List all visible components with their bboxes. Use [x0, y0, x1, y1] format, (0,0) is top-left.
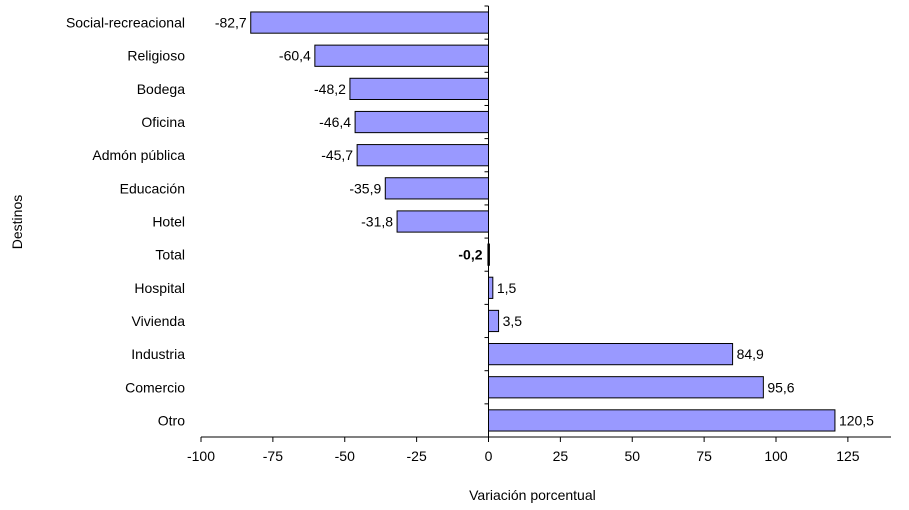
category-label: Industria [131, 346, 185, 362]
x-tick-label: -100 [187, 448, 215, 464]
data-label: -0,2 [458, 247, 482, 263]
data-label: -35,9 [349, 180, 381, 196]
data-label: -60,4 [279, 48, 311, 64]
y-axis-title: Destinos [9, 195, 25, 249]
bar [488, 309, 500, 333]
category-label: Educación [120, 180, 185, 196]
x-axis-title: Variación porcentual [469, 487, 596, 503]
x-tick-label: -50 [335, 448, 355, 464]
category-label: Social-recreacional [66, 15, 185, 31]
category-label: Comercio [125, 379, 185, 395]
x-ticks: -100 -75 -50 -25 0 25 50 75 100 125 [187, 5, 860, 464]
data-label: 95,6 [767, 379, 794, 395]
bar [488, 276, 494, 299]
x-tick-label: -75 [263, 448, 283, 464]
data-label: 120,5 [839, 412, 874, 428]
bar [354, 110, 489, 134]
data-label: 1,5 [497, 280, 517, 296]
x-tick-label: 100 [764, 448, 788, 464]
x-tick-label: 75 [696, 448, 712, 464]
bar [384, 177, 490, 200]
category-label: Religioso [127, 48, 185, 64]
category-labels: Social-recreacional Religioso Bodega Oficin… [66, 15, 185, 429]
data-label: -31,8 [361, 214, 393, 230]
bar [349, 77, 489, 100]
category-label: Bodega [137, 81, 185, 97]
category-label: Oficina [141, 114, 185, 130]
bar [488, 409, 836, 432]
data-label: 84,9 [737, 346, 764, 362]
data-label: -45,7 [321, 147, 353, 163]
data-label: -82,7 [215, 15, 247, 31]
bar [356, 144, 489, 167]
bar [250, 11, 489, 34]
data-label: 3,5 [503, 313, 523, 329]
x-tick-label: 25 [553, 448, 569, 464]
category-label: Vivienda [132, 313, 186, 329]
data-labels: -82,7 -60,4 -48,2 -46,4 -45,7 -35,9 -31,8 -0,2 1… [215, 15, 874, 429]
bar [396, 210, 490, 233]
data-label: -48,2 [314, 81, 346, 97]
category-label: Hotel [152, 214, 185, 230]
x-tick-label: 50 [624, 448, 640, 464]
category-label: Total [155, 247, 185, 263]
bar [488, 343, 734, 366]
bars [250, 11, 836, 432]
x-tick-label: 0 [485, 448, 493, 464]
bar [314, 44, 489, 67]
x-tick-label: -25 [407, 448, 427, 464]
category-label: Hospital [134, 280, 185, 296]
category-label: Admón pública [92, 147, 185, 163]
axes [201, 6, 891, 438]
category-label: Otro [158, 412, 185, 428]
data-label: -46,4 [319, 114, 351, 130]
x-tick-label: 125 [836, 448, 860, 464]
bar [488, 376, 764, 399]
